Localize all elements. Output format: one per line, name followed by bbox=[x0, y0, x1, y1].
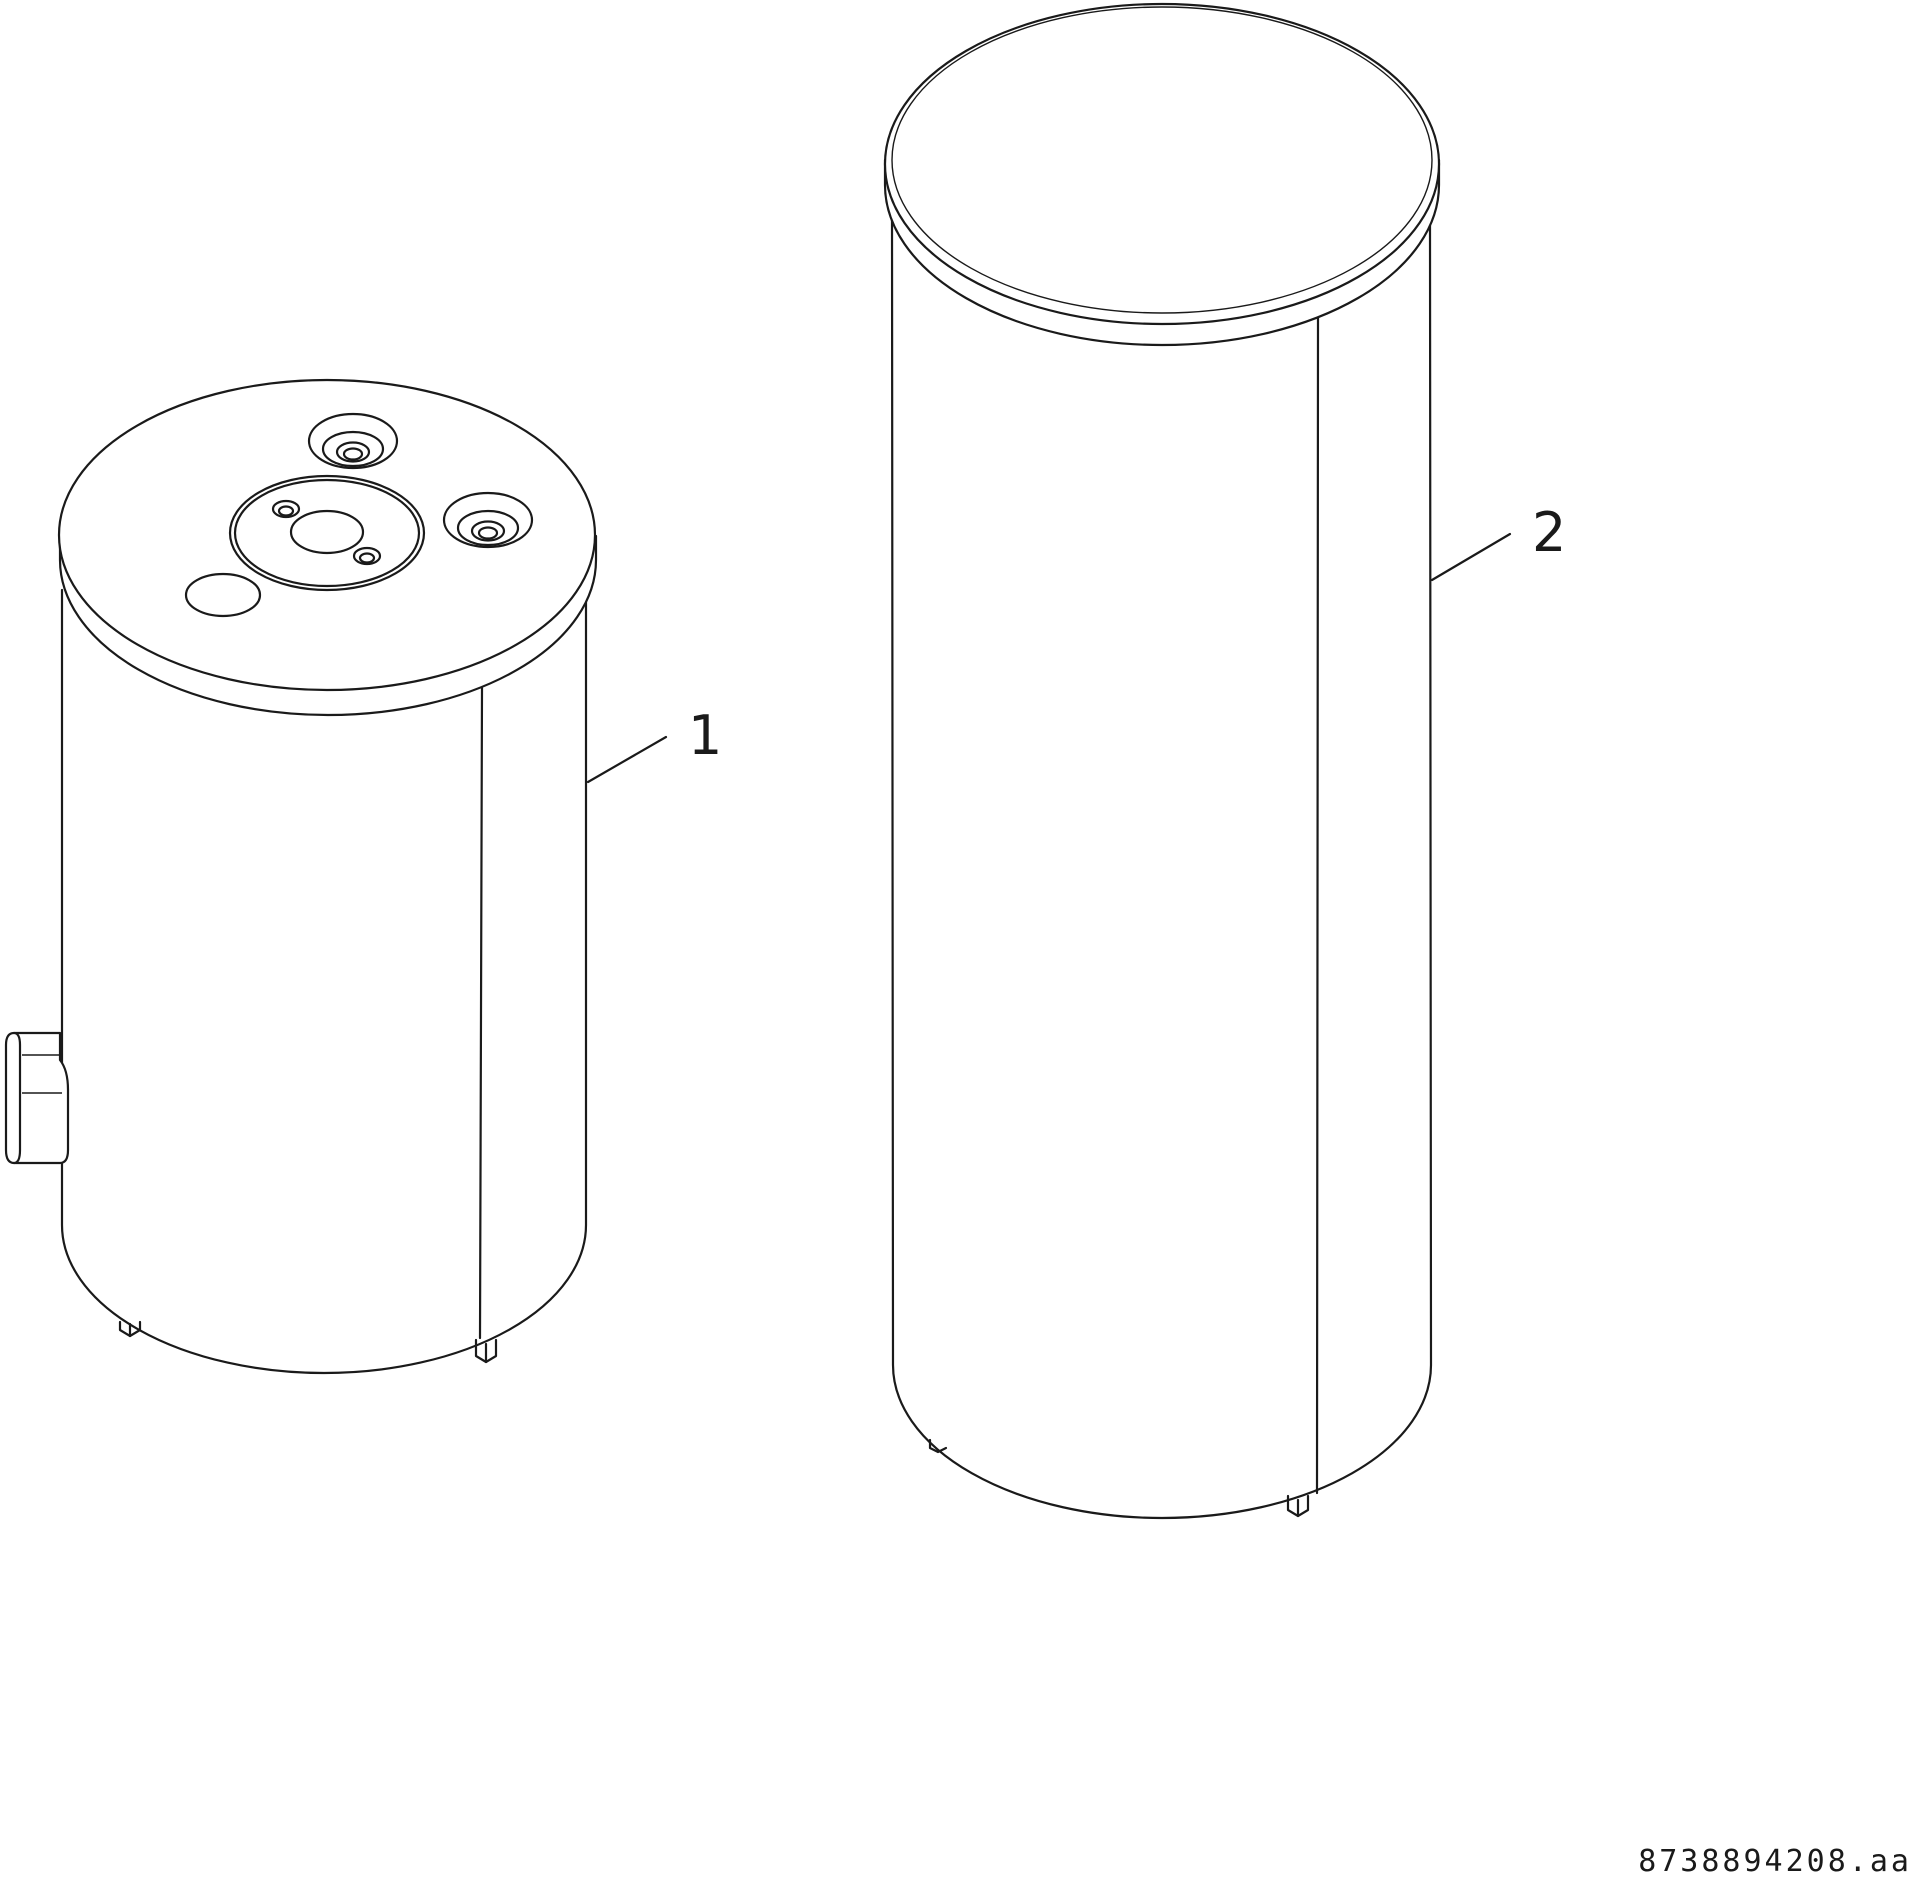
small-tank-opening bbox=[184, 572, 262, 618]
callout-1: 1 bbox=[586, 704, 722, 784]
tall-tank bbox=[883, 2, 1441, 1520]
callout-2-leader bbox=[1430, 532, 1512, 582]
callout-1-leader bbox=[586, 735, 668, 784]
small-tank-lid bbox=[57, 378, 597, 692]
tall-tank-body bbox=[890, 210, 1433, 1520]
drawing-number: 8738894208.aa bbox=[1638, 1844, 1912, 1879]
small-tank-seam bbox=[478, 686, 484, 1340]
small-tank bbox=[4, 378, 598, 1375]
callout-2: 2 bbox=[1430, 501, 1566, 582]
small-tank-foot-left bbox=[118, 1320, 142, 1338]
callout-2-label: 2 bbox=[1532, 501, 1566, 564]
tall-tank-seam bbox=[1315, 316, 1320, 1495]
small-tank-foot-right bbox=[474, 1338, 498, 1364]
small-tank-right-connection bbox=[442, 491, 534, 549]
small-tank-body bbox=[60, 588, 588, 1375]
small-tank-central-flange bbox=[228, 474, 426, 592]
tall-tank-lid bbox=[883, 2, 1441, 326]
small-tank-side-connection bbox=[4, 1031, 70, 1165]
tall-tank-foot-right bbox=[1286, 1494, 1310, 1518]
small-tank-top-connection bbox=[307, 412, 399, 470]
tall-tank-lid-inner bbox=[891, 6, 1433, 314]
callout-1-label: 1 bbox=[688, 704, 722, 767]
tall-tank-foot-left bbox=[928, 1438, 948, 1454]
